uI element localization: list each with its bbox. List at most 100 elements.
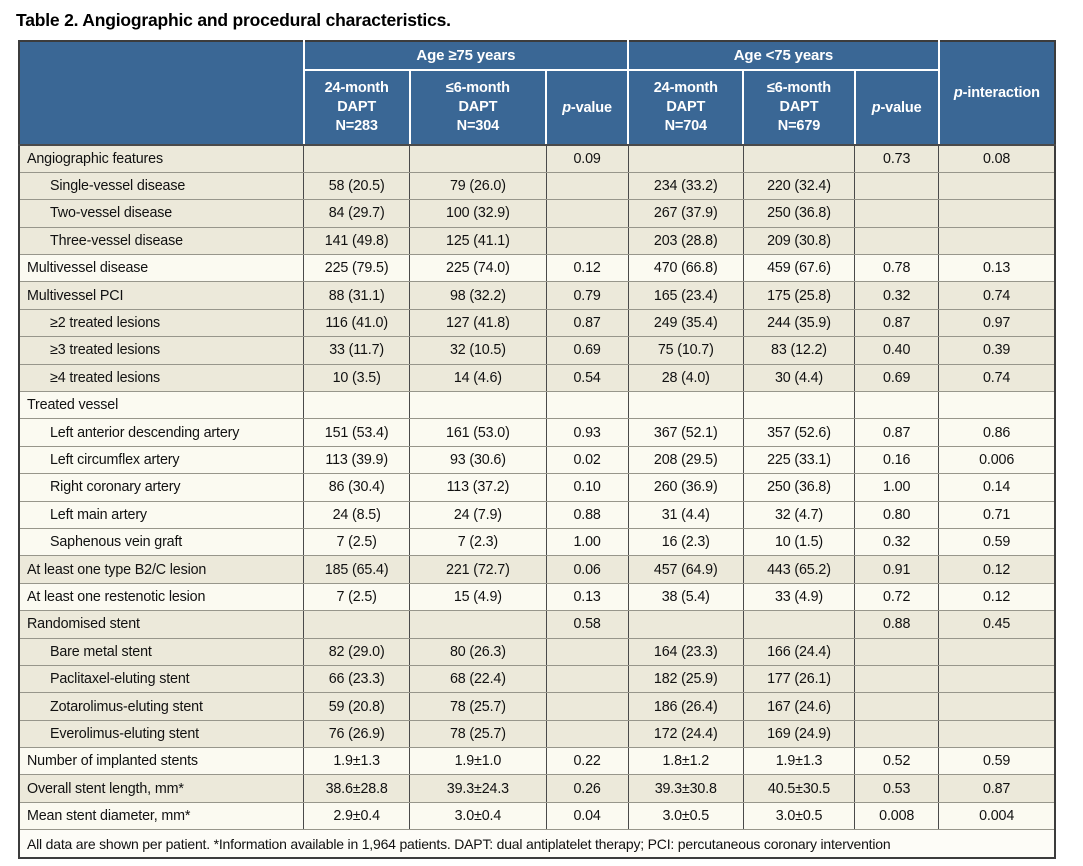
data-cell	[938, 637, 1057, 666]
data-cell: 0.69	[545, 336, 629, 365]
table-row: Left main artery 24 (8.5) 24 (7.9) 0.88 31 (…	[18, 500, 1057, 529]
data-cell: 38 (5.4)	[627, 582, 744, 612]
data-cell: 0.09	[545, 144, 629, 173]
data-cell: 169 (24.9)	[742, 719, 856, 749]
table-row: Zotarolimus-eluting stent 59 (20.8) 78 (25…	[18, 692, 1057, 721]
data-cell: 3.0±0.4	[409, 801, 547, 831]
table-row: Overall stent length, mm* 38.6±28.8 39.3±2…	[18, 774, 1057, 803]
data-cell: 0.93	[545, 418, 629, 447]
data-cell: 0.13	[545, 582, 629, 612]
data-cell: 0.58	[545, 610, 629, 639]
data-cell: 164 (23.3)	[627, 637, 744, 666]
data-cell: 24 (7.9)	[409, 500, 547, 529]
p-interaction-suffix: -interaction	[962, 85, 1040, 101]
data-cell: 225 (79.5)	[303, 254, 411, 283]
data-cell: 0.08	[938, 144, 1057, 173]
row-label: At least one type B2/C lesion	[18, 555, 305, 584]
data-cell: 470 (66.8)	[627, 254, 744, 283]
data-cell	[545, 226, 629, 256]
table-row: Single-vessel disease 58 (20.5) 79 (26.0) 2…	[18, 171, 1057, 201]
row-label: Three-vessel disease	[18, 226, 305, 256]
data-cell	[938, 692, 1057, 721]
data-cell	[627, 610, 744, 639]
data-cell: 0.74	[938, 281, 1057, 310]
table-row: Bare metal stent 82 (29.0) 80 (26.3) 164 (2…	[18, 637, 1057, 666]
data-cell	[303, 144, 411, 173]
data-cell: 0.69	[854, 363, 940, 393]
data-cell: 249 (35.4)	[627, 308, 744, 338]
row-label: Bare metal stent	[18, 637, 305, 666]
data-cell: 0.87	[854, 308, 940, 338]
data-cell: 182 (25.9)	[627, 664, 744, 694]
data-cell: 84 (29.7)	[303, 199, 411, 228]
data-cell: 16 (2.3)	[627, 527, 744, 557]
data-cell: 0.12	[938, 582, 1057, 612]
header-label-spacer	[18, 40, 305, 146]
data-cell: 0.04	[545, 801, 629, 831]
table-row: At least one type B2/C lesion 185 (65.4) 2…	[18, 555, 1057, 584]
data-cell: 33 (4.9)	[742, 582, 856, 612]
data-cell: 443 (65.2)	[742, 555, 856, 584]
header-age-ge75: Age ≥75 years	[302, 40, 630, 71]
data-cell: 172 (24.4)	[627, 719, 744, 749]
data-cell: 7 (2.5)	[303, 582, 411, 612]
data-cell: 209 (30.8)	[742, 226, 856, 256]
data-cell: 28 (4.0)	[627, 363, 744, 393]
data-cell: 39.3±24.3	[409, 774, 547, 803]
row-label: Multivessel disease	[18, 254, 305, 283]
data-cell: 367 (52.1)	[627, 418, 744, 447]
data-cell: 31 (4.4)	[627, 500, 744, 529]
data-cell: 14 (4.6)	[409, 363, 547, 393]
table-row: Angiographic features 0.09 0.73 0.08	[18, 144, 1057, 173]
table-row: Left anterior descending artery 151 (53.4…	[18, 418, 1057, 447]
header-p-value-lt75: p-value	[853, 69, 940, 146]
data-cell: 59 (20.8)	[303, 692, 411, 721]
data-cell	[938, 664, 1057, 694]
data-cell: 0.10	[545, 473, 629, 502]
data-cell: 78 (25.7)	[409, 719, 547, 749]
data-cell: 32 (10.5)	[409, 336, 547, 365]
table-row: Left circumflex artery 113 (39.9) 93 (30.6…	[18, 445, 1057, 475]
row-label: Right coronary artery	[18, 473, 305, 502]
data-cell: 78 (25.7)	[409, 692, 547, 721]
data-cell: 116 (41.0)	[303, 308, 411, 338]
row-label: Zotarolimus-eluting stent	[18, 692, 305, 721]
data-cell: 250 (36.8)	[742, 473, 856, 502]
data-cell: 0.12	[938, 555, 1057, 584]
data-cell: 357 (52.6)	[742, 418, 856, 447]
data-cell: 0.16	[854, 445, 940, 475]
p-value-suffix: -value	[880, 99, 922, 116]
data-cell	[854, 692, 940, 721]
data-cell	[854, 637, 940, 666]
data-cell	[742, 391, 856, 420]
data-cell: 113 (37.2)	[409, 473, 547, 502]
data-cell	[938, 391, 1057, 420]
data-cell: 0.80	[854, 500, 940, 529]
data-cell	[303, 610, 411, 639]
data-cell	[938, 719, 1057, 749]
data-cell: 166 (24.4)	[742, 637, 856, 666]
data-cell: 24 (8.5)	[303, 500, 411, 529]
data-cell: 0.39	[938, 336, 1057, 365]
data-cell	[545, 637, 629, 666]
header-age-lt75: Age <75 years	[627, 40, 940, 71]
data-cell: 234 (33.2)	[627, 171, 744, 201]
data-cell: 141 (49.8)	[303, 226, 411, 256]
data-cell: 0.26	[545, 774, 629, 803]
data-cell: 10 (1.5)	[742, 527, 856, 557]
p-value-p: p	[562, 99, 571, 116]
data-cell	[545, 199, 629, 228]
data-cell: 75 (10.7)	[627, 336, 744, 365]
row-label: Number of implanted stents	[18, 747, 305, 776]
header-group-row: Age ≥75 years Age <75 years p -interactio…	[18, 40, 1057, 146]
data-cell: 79 (26.0)	[409, 171, 547, 201]
footnote-row: All data are shown per patient. *Informa…	[18, 829, 1056, 859]
data-cell: 0.22	[545, 747, 629, 776]
data-cell: 1.8±1.2	[627, 747, 744, 776]
data-cell: 1.9±1.3	[303, 747, 411, 776]
row-label: ≥2 treated lesions	[18, 308, 305, 338]
data-cell: 267 (37.9)	[627, 199, 744, 228]
data-cell	[938, 171, 1057, 201]
data-cell: 185 (65.4)	[303, 555, 411, 584]
data-cell: 0.91	[854, 555, 940, 584]
